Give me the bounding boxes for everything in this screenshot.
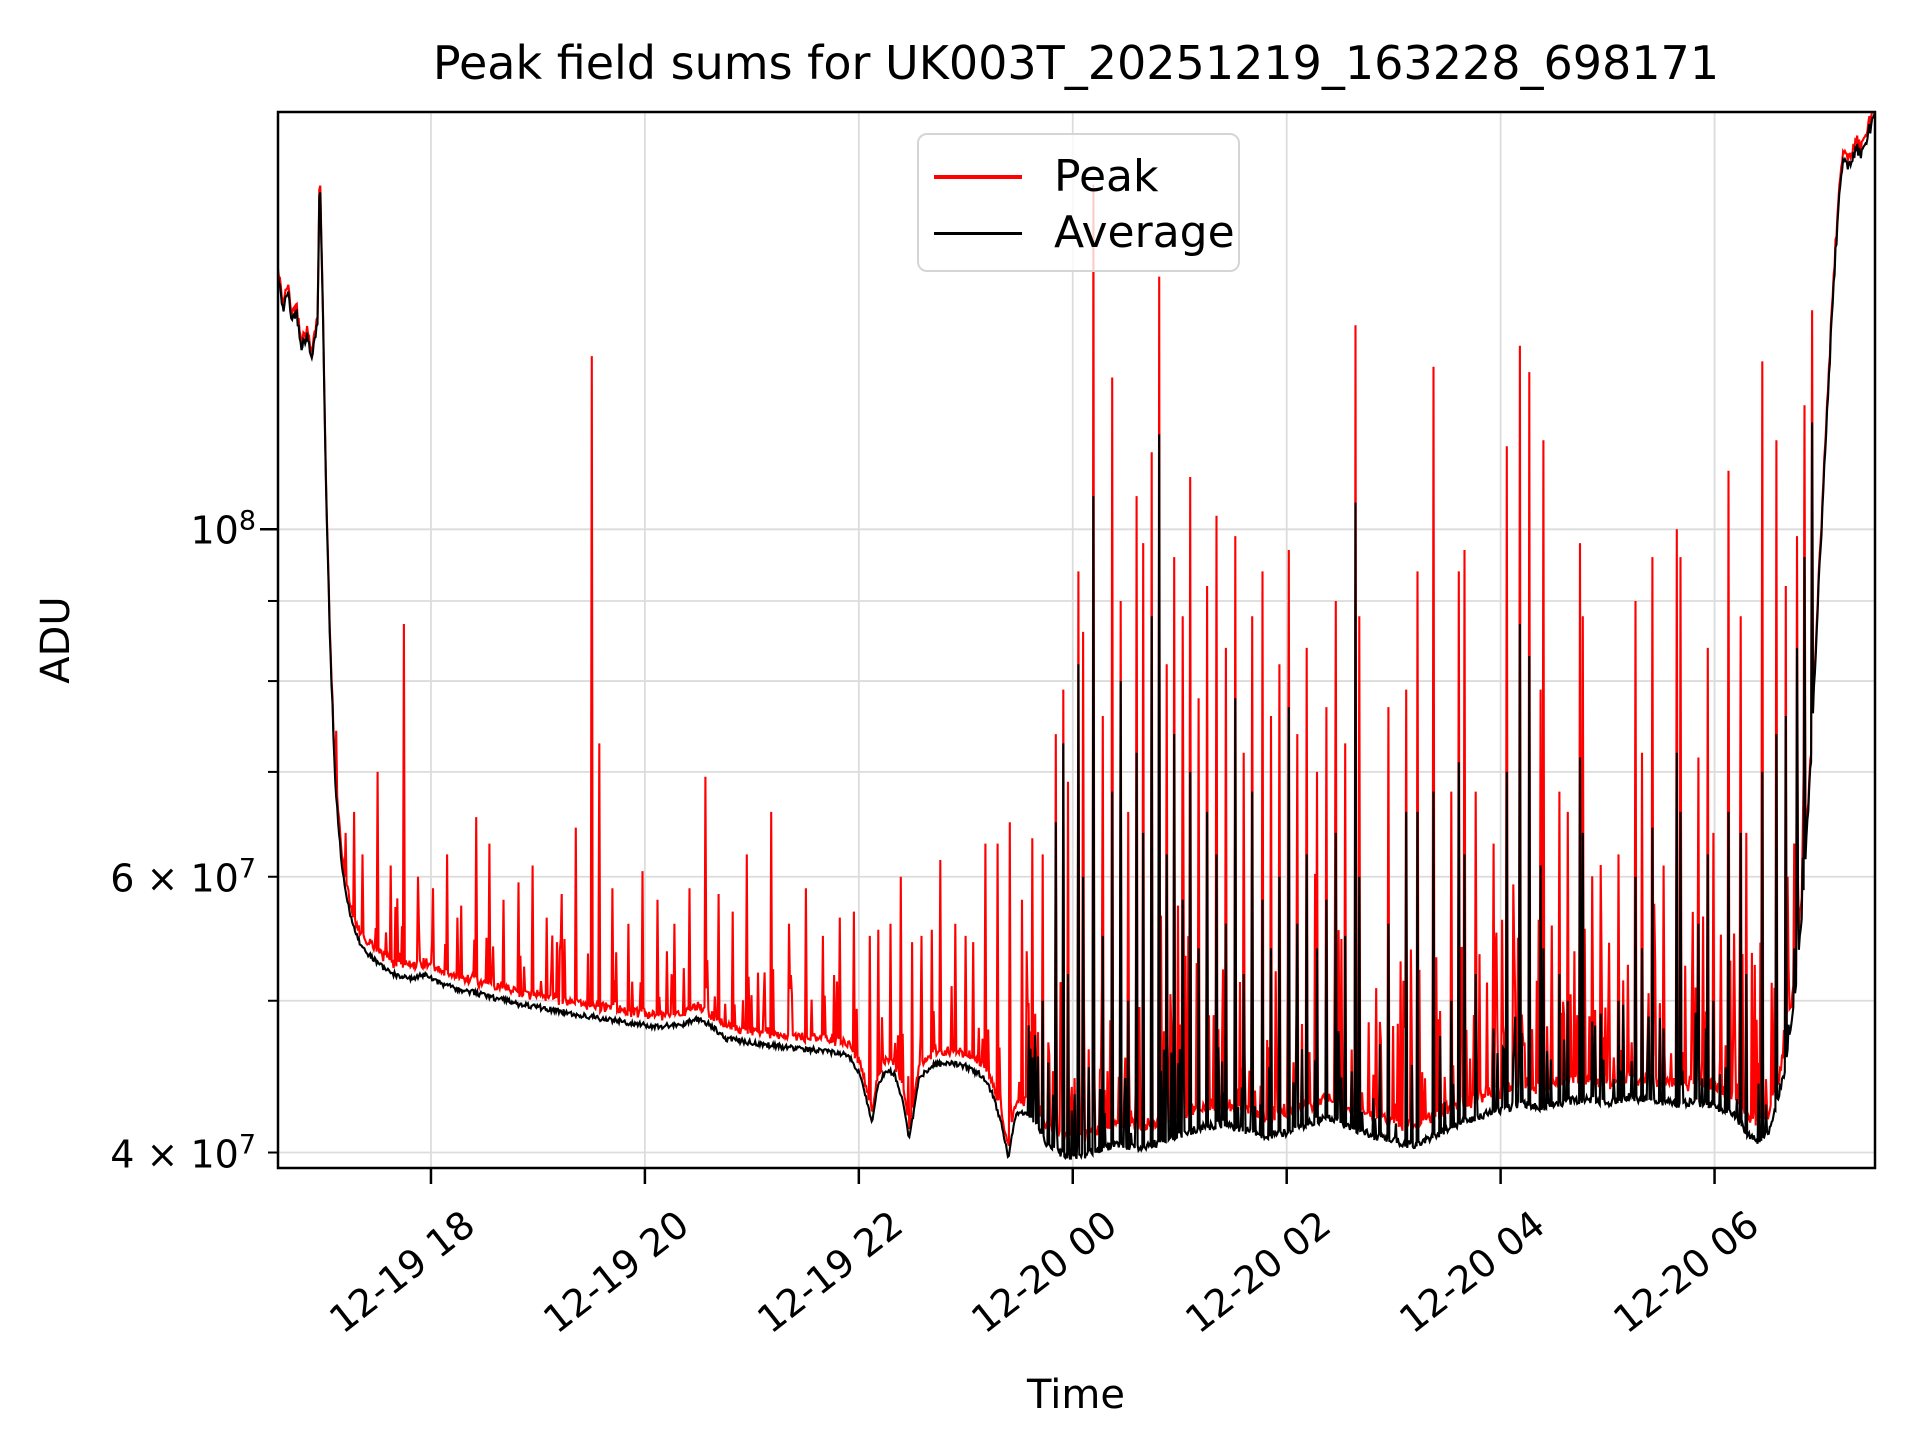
average-line-sample — [934, 231, 1022, 235]
y-tick-label: 4 × 107 — [110, 1129, 256, 1176]
plot-border — [276, 110, 1877, 1170]
y-axis-label: ADU — [33, 596, 79, 684]
legend-entry-peak: Peak — [934, 149, 1238, 205]
peak-line-sample — [934, 175, 1022, 179]
ticks — [260, 528, 1716, 1184]
legend-entry-average: Average — [934, 205, 1238, 261]
legend-label-peak: Peak — [1054, 151, 1159, 202]
y-tick-label: 108 — [190, 505, 256, 553]
chart-title: Peak field sums for UK003T_20251219_1632… — [432, 36, 1720, 90]
legend-label-average: Average — [1054, 207, 1235, 258]
legend: Peak Average — [917, 133, 1240, 272]
x-axis-label: Time — [1027, 1372, 1125, 1418]
y-tick-label: 6 × 107 — [110, 853, 256, 901]
average-series-line — [278, 112, 1875, 1161]
